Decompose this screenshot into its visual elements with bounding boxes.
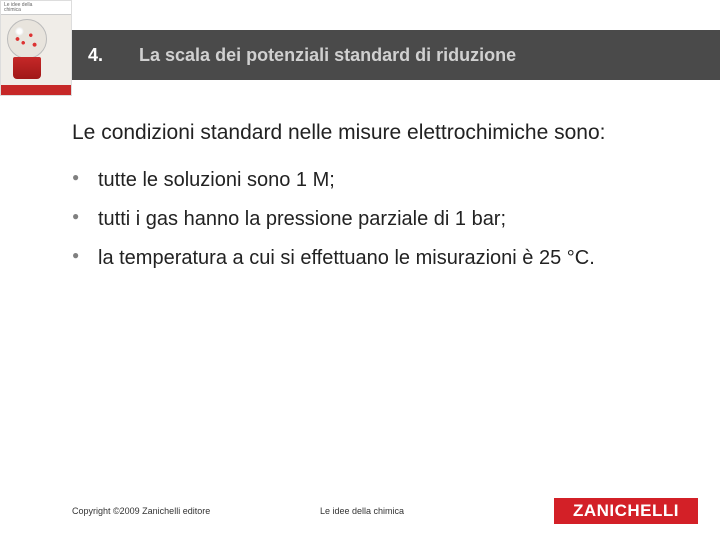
list-item: la temperatura a cui si effettuano le mi… <box>72 246 676 271</box>
cover-illustration <box>5 19 49 83</box>
cover-bottom-bar <box>1 85 71 95</box>
bullet-list: tutte le soluzioni sono 1 M; tutti i gas… <box>72 168 676 271</box>
header-bar: 4. La scala dei potenziali standard di r… <box>0 30 720 80</box>
section-title: La scala dei potenziali standard di ridu… <box>139 45 516 66</box>
publisher-logo: ZANICHELLI <box>554 498 698 524</box>
slide-content: Le condizioni standard nelle misure elet… <box>72 120 676 285</box>
copyright-text: Copyright ©2009 Zanichelli editore <box>72 506 210 516</box>
cover-title-area: Le idee della chimica <box>1 1 71 15</box>
list-item: tutte le soluzioni sono 1 M; <box>72 168 676 193</box>
intro-text: Le condizioni standard nelle misure elet… <box>72 120 676 146</box>
list-item: tutti i gas hanno la pressione parziale … <box>72 207 676 232</box>
footer: Copyright ©2009 Zanichelli editore Le id… <box>0 500 720 524</box>
gumball-base-icon <box>13 57 41 79</box>
section-number: 4. <box>88 45 103 66</box>
footer-center-text: Le idee della chimica <box>320 506 404 516</box>
cover-title-line2: chimica <box>4 8 68 13</box>
book-cover-thumbnail: Le idee della chimica <box>0 0 72 96</box>
gumball-globe-icon <box>7 19 47 59</box>
